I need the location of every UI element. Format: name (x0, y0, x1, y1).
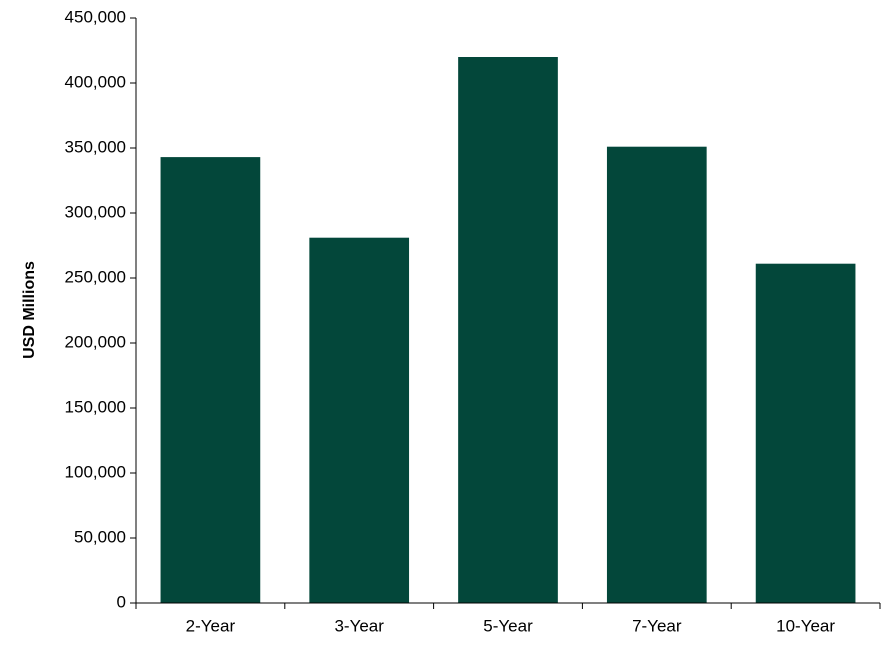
bar (309, 237, 410, 603)
x-tick-label: 10-Year (776, 616, 835, 635)
x-tick-label: 2-Year (186, 616, 236, 635)
y-tick-label: 250,000 (65, 267, 126, 286)
y-tick-label: 50,000 (74, 527, 126, 546)
y-tick-label: 0 (117, 592, 126, 611)
bar (458, 57, 558, 603)
x-tick-label: 3-Year (334, 616, 384, 635)
y-tick-label: 100,000 (65, 462, 126, 481)
y-axis-label: USD Millions (21, 261, 38, 359)
x-tick-label: 7-Year (632, 616, 682, 635)
y-tick-label: 450,000 (65, 7, 126, 26)
bar (755, 263, 856, 603)
y-tick-label: 150,000 (65, 397, 126, 416)
y-tick-label: 350,000 (65, 137, 126, 156)
y-tick-label: 400,000 (65, 72, 126, 91)
y-tick-label: 200,000 (65, 332, 126, 351)
y-tick-label: 300,000 (65, 202, 126, 221)
x-tick-label: 5-Year (483, 616, 533, 635)
bar (606, 146, 707, 603)
bar (160, 157, 261, 603)
